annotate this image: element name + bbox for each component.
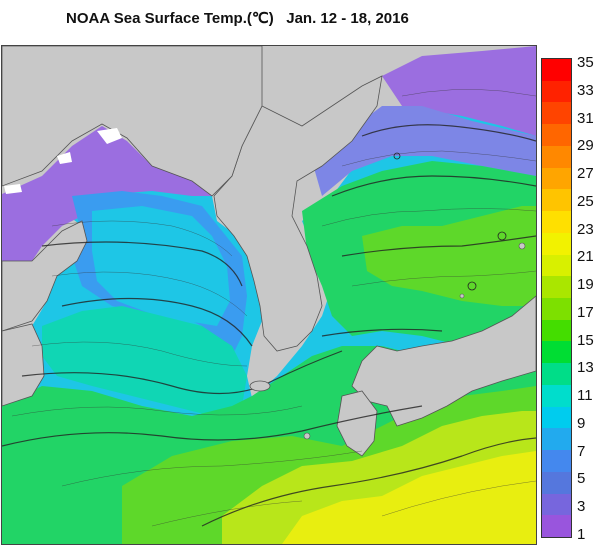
colorbar-label: 5 — [577, 470, 586, 488]
colorbar-swatch — [542, 189, 571, 212]
colorbar-label: 3 — [577, 498, 586, 516]
contour-lines — [2, 124, 536, 527]
colorbar-swatch — [542, 145, 571, 169]
contour-line — [351, 270, 536, 287]
ice-patch-2 — [57, 152, 72, 164]
colorbar-swatch — [542, 341, 571, 364]
colorbar-label: 7 — [577, 442, 586, 460]
sea-japan-north-purple — [382, 46, 536, 136]
contour-line — [151, 500, 303, 527]
contour-line — [361, 124, 536, 142]
contour-line — [401, 89, 536, 97]
contour-line — [381, 480, 536, 517]
contour-line — [61, 450, 363, 487]
island-small — [303, 432, 311, 440]
contour-line — [341, 150, 536, 167]
land-korea — [213, 75, 383, 352]
land-china-north — [2, 46, 263, 197]
colorbar-label: 1 — [577, 526, 586, 543]
island-jeju — [249, 380, 271, 392]
colorbar-swatch — [542, 406, 571, 429]
colorbar-label: 15 — [577, 331, 594, 349]
sea-japan-north-blue — [312, 106, 536, 196]
colorbar-swatch — [542, 515, 571, 537]
land-kyushu — [336, 390, 378, 457]
colorbar-label: 21 — [577, 248, 594, 266]
contour-line — [2, 405, 423, 447]
contour-line — [201, 437, 536, 527]
colorbar-swatch — [542, 493, 571, 516]
sea-teal-band — [42, 306, 247, 416]
contour-line — [321, 208, 536, 227]
land-china-coast — [2, 323, 45, 407]
contour-line — [41, 241, 243, 287]
map-title: NOAA Sea Surface Temp.(℃) Jan. 12 - 18, … — [66, 10, 409, 27]
sea-lime-japan — [362, 206, 536, 306]
contour-line — [51, 220, 233, 257]
sst-map — [2, 46, 536, 544]
ice-patch-1 — [97, 128, 122, 144]
island-small — [497, 231, 507, 241]
colorbar-swatch — [542, 102, 571, 125]
contour-line — [31, 341, 248, 367]
contour-line — [51, 271, 248, 317]
ice-patch-3 — [4, 184, 22, 194]
colorbar-swatch — [542, 450, 571, 473]
colorbar-label: 33 — [577, 81, 594, 99]
colorbar-swatch — [542, 80, 571, 104]
colorbar-swatch — [542, 471, 571, 495]
land-shandong — [2, 220, 88, 332]
colorbar-swatch — [542, 167, 571, 190]
colorbar-label: 27 — [577, 165, 594, 183]
colorbar — [541, 58, 572, 538]
colorbar-swatch — [542, 124, 571, 147]
colorbar-swatch — [542, 298, 571, 321]
colorbar-label: 9 — [577, 414, 586, 432]
colorbar-swatch — [542, 254, 571, 277]
colorbar-swatch — [542, 211, 571, 234]
colorbar-swatch — [542, 428, 571, 451]
island-small — [518, 242, 526, 250]
contour-line — [341, 235, 536, 257]
colorbar-label: 13 — [577, 359, 594, 377]
contour-line — [321, 328, 443, 337]
colorbar-swatch — [542, 276, 571, 299]
colorbar-label: 23 — [577, 220, 594, 238]
colorbar-swatch — [542, 363, 571, 386]
colorbar-label: 19 — [577, 276, 594, 294]
contour-line — [61, 297, 253, 347]
colorbar-swatch — [542, 59, 571, 82]
colorbar-swatch — [542, 232, 571, 256]
colorbar-label: 25 — [577, 192, 594, 210]
contour-line — [21, 350, 343, 395]
colorbar-label: 17 — [577, 303, 594, 321]
contour-line — [331, 175, 536, 197]
colorbar-swatch — [542, 319, 571, 343]
colorbar-label: 35 — [577, 54, 594, 71]
colorbar-swatch — [542, 384, 571, 408]
colorbar-label: 29 — [577, 137, 594, 155]
sea-yellow — [282, 451, 536, 544]
map-panel — [1, 45, 537, 545]
island-small — [459, 293, 465, 299]
contour-line — [11, 405, 303, 417]
island-small — [393, 152, 401, 160]
contour-lines-thin — [11, 89, 536, 527]
colorbar-label: 31 — [577, 109, 594, 127]
sea-yellow-sea-core — [92, 206, 230, 326]
island-small — [467, 281, 477, 291]
colorbar-label: 11 — [577, 387, 593, 405]
